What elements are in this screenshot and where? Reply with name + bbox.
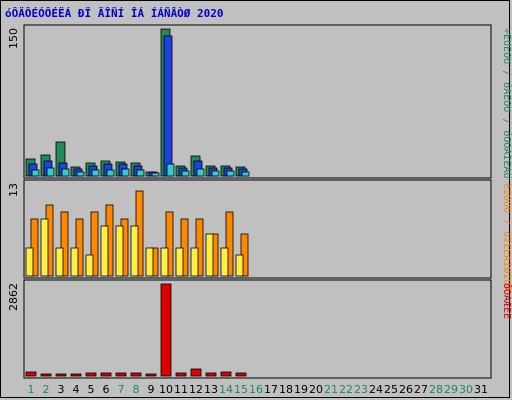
y-axis-max-label-top: 150 (7, 28, 20, 49)
x-tick-label: 20 (309, 383, 323, 396)
y-axis-max-label-bottom: 2862 (7, 283, 20, 311)
x-tick-label: 3 (58, 383, 65, 396)
bar-middle-1-day-8 (130, 225, 139, 277)
x-tick-label: 19 (294, 383, 308, 396)
x-tick-label: 10 (159, 383, 173, 396)
chart-title: óÔÄÔÉÓÔÉËÁ ĐÏ ÄÎÑÍ ÎÁ ÍÁÑÂÒØ 2020 (5, 7, 224, 20)
x-tick-label: 4 (73, 383, 80, 396)
bar-top-2-day-2 (46, 167, 55, 177)
x-tick-label: 21 (324, 383, 338, 396)
bar-top-2-day-3 (61, 168, 70, 177)
bar-bottom-0-day-2 (40, 373, 52, 377)
bar-middle-1-day-6 (100, 225, 109, 277)
bar-top-2-day-12 (196, 168, 205, 177)
bar-middle-0-day-10 (165, 211, 174, 277)
bar-bottom-0-day-13 (205, 372, 217, 377)
bar-bottom-0-day-12 (190, 368, 202, 377)
bar-middle-1-day-11 (175, 247, 184, 277)
bar-top-2-day-9 (151, 172, 160, 177)
x-tick-label: 16 (249, 383, 263, 396)
bar-bottom-0-day-15 (235, 372, 247, 377)
bar-middle-1-day-15 (235, 254, 244, 277)
x-tick-label: 24 (369, 383, 383, 396)
x-tick-label: 30 (459, 383, 473, 396)
bar-middle-1-day-13 (205, 233, 214, 277)
y-axis-max-label-middle: 13 (7, 183, 20, 197)
bar-middle-0-day-4 (75, 218, 84, 277)
bar-middle-1-day-3 (55, 247, 64, 277)
bar-middle-1-day-9 (145, 247, 154, 277)
bar-bottom-0-day-5 (85, 372, 97, 377)
bar-top-2-day-14 (226, 170, 235, 177)
bar-bottom-0-day-9 (145, 373, 157, 377)
bar-middle-1-day-14 (220, 247, 229, 277)
bar-middle-1-day-10 (160, 247, 169, 277)
bar-top-2-day-4 (76, 171, 85, 177)
bar-bottom-0-day-4 (70, 373, 82, 377)
x-tick-label: 5 (88, 383, 95, 396)
bar-top-2-day-10 (166, 163, 175, 177)
x-tick-label: 9 (148, 383, 155, 396)
bar-middle-0-day-3 (60, 211, 69, 277)
x-tick-label: 17 (264, 383, 278, 396)
bar-middle-0-day-5 (90, 211, 99, 277)
legend-bottom: ôÒÁÆÉË (501, 283, 512, 319)
bar-top-2-day-11 (181, 170, 190, 177)
x-tick-label: 15 (234, 383, 248, 396)
legend-top: ÷ÉÚÉÔÙ / óÁÊÔÙ / óÔÒÁÎÉÃÙ (501, 28, 512, 179)
bar-bottom-0-day-14 (220, 371, 232, 377)
x-tick-label: 8 (133, 383, 140, 396)
bar-bottom-0-day-1 (25, 371, 37, 377)
x-tick-label: 18 (279, 383, 293, 396)
bar-top-2-day-7 (121, 168, 130, 177)
bar-bottom-0-day-11 (175, 372, 187, 377)
x-tick-label: 6 (103, 383, 110, 396)
x-tick-label: 25 (384, 383, 398, 396)
bar-bottom-0-day-8 (130, 372, 142, 377)
x-tick-label: 22 (339, 383, 353, 396)
bar-top-2-day-5 (91, 169, 100, 177)
x-tick-label: 13 (204, 383, 218, 396)
legend-middle: èÏÓÔÙ / õÎÉËÁÌØÎÙÅ (501, 183, 512, 291)
bar-top-2-day-8 (136, 169, 145, 177)
x-tick-label: 11 (174, 383, 188, 396)
bar-bottom-0-day-3 (55, 373, 67, 377)
x-tick-label: 7 (118, 383, 125, 396)
x-tick-label: 23 (354, 383, 368, 396)
bar-top-2-day-6 (106, 169, 115, 177)
bar-top-2-day-1 (31, 169, 40, 177)
x-tick-label: 31 (474, 383, 488, 396)
bar-middle-1-day-2 (40, 218, 49, 277)
x-tick-label: 12 (189, 383, 203, 396)
bar-bottom-0-day-10 (160, 283, 172, 377)
x-tick-label: 2 (43, 383, 50, 396)
bar-middle-1-day-4 (70, 247, 79, 277)
bar-middle-1-day-1 (25, 247, 34, 277)
panel-bottom (23, 279, 492, 379)
x-tick-label: 28 (429, 383, 443, 396)
x-tick-label: 14 (219, 383, 233, 396)
x-tick-label: 26 (399, 383, 413, 396)
x-tick-label: 1 (28, 383, 35, 396)
bar-top-1-day-10 (163, 35, 173, 177)
bar-bottom-0-day-6 (100, 372, 112, 377)
bar-middle-0-day-12 (195, 218, 204, 277)
bar-middle-1-day-12 (190, 247, 199, 277)
bar-middle-0-day-1 (30, 218, 39, 277)
bar-top-2-day-15 (241, 171, 250, 177)
bar-bottom-0-day-7 (115, 372, 127, 377)
bar-top-2-day-13 (211, 170, 220, 177)
bar-middle-1-day-7 (115, 225, 124, 277)
x-tick-label: 27 (414, 383, 428, 396)
x-tick-label: 29 (444, 383, 458, 396)
bar-middle-1-day-5 (85, 254, 94, 277)
panel-top (23, 24, 492, 179)
bar-middle-0-day-11 (180, 218, 189, 277)
bar-middle-0-day-14 (225, 211, 234, 277)
